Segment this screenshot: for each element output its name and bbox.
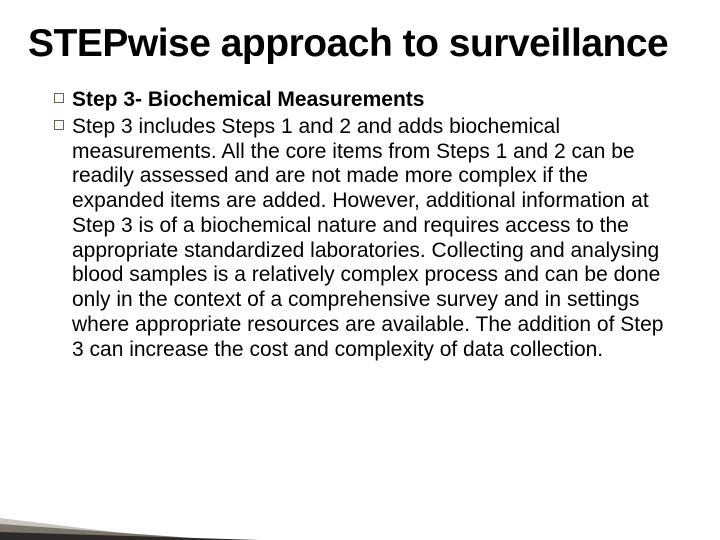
bullet-bold-rest: 3- Biochemical Measurements: [118, 88, 425, 111]
slide: STEPwise approach to surveillance Step 3…: [0, 0, 720, 540]
corner-decoration-icon: [0, 460, 260, 540]
bullet-item: Step 3 includes Steps 1 and 2 and adds b…: [54, 115, 664, 363]
bullet-rest: 3 includes Steps 1 and 2 and adds bioche…: [72, 115, 663, 361]
slide-body: Step 3- Biochemical Measurements Step 3 …: [54, 88, 664, 364]
bullet-prefix: Step: [72, 88, 118, 111]
bullet-item: Step 3- Biochemical Measurements: [54, 88, 664, 113]
bullet-box-icon: [54, 120, 64, 130]
slide-title: STEPwise approach to surveillance: [28, 22, 700, 66]
bullet-prefix: Step: [72, 115, 115, 138]
corner-poly-light: [0, 518, 180, 540]
corner-poly-mid: [0, 524, 220, 540]
bullet-box-icon: [54, 93, 64, 103]
corner-poly-dark: [0, 532, 260, 540]
